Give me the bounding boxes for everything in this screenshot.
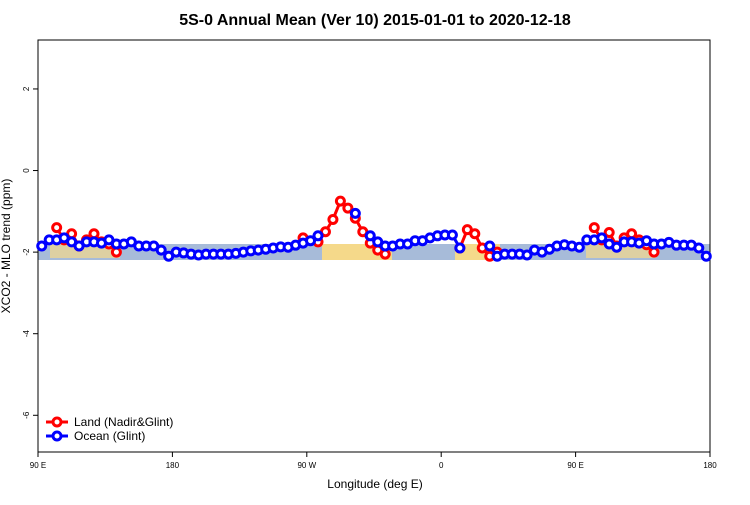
y-tick-label: -6 xyxy=(22,411,31,419)
point xyxy=(36,240,48,252)
point xyxy=(484,240,496,252)
point xyxy=(334,195,346,207)
legend-label: Land (Nadir&Glint) xyxy=(74,415,173,429)
point xyxy=(573,241,585,253)
point xyxy=(693,242,705,254)
point xyxy=(349,207,361,219)
point xyxy=(446,229,458,241)
point xyxy=(469,228,481,240)
point xyxy=(364,230,376,242)
point xyxy=(305,235,317,247)
point xyxy=(342,202,354,214)
y-tick-label: -4 xyxy=(22,330,31,338)
x-tick-label: 0 xyxy=(439,461,444,470)
chart-title: 5S-0 Annual Mean (Ver 10) 2015-01-01 to … xyxy=(179,12,571,29)
point xyxy=(700,250,712,262)
point xyxy=(596,232,608,244)
x-axis-label: Longitude (deg E) xyxy=(327,477,422,491)
point xyxy=(312,230,324,242)
y-axis-label: XCO2 - MLO trend (ppm) xyxy=(0,179,13,314)
x-tick-label: 90 E xyxy=(30,461,46,470)
x-tick-label: 180 xyxy=(166,461,180,470)
point xyxy=(51,222,63,234)
y-tick-label: 2 xyxy=(22,86,31,91)
point xyxy=(327,213,339,225)
point xyxy=(155,244,167,256)
legend-marker xyxy=(51,416,63,428)
legend-label: Ocean (Glint) xyxy=(74,429,145,443)
legend: Land (Nadir&Glint)Ocean (Glint) xyxy=(46,415,173,443)
point xyxy=(603,227,615,239)
point xyxy=(588,222,600,234)
x-tick-label: 90 E xyxy=(567,461,583,470)
y-tick-label: 0 xyxy=(22,168,31,173)
legend-marker xyxy=(51,430,63,442)
point xyxy=(454,242,466,254)
point xyxy=(521,249,533,261)
x-tick-label: 180 xyxy=(703,461,717,470)
point xyxy=(611,241,623,253)
x-tick-label: 90 W xyxy=(297,461,316,470)
y-tick-label: -2 xyxy=(22,248,31,256)
